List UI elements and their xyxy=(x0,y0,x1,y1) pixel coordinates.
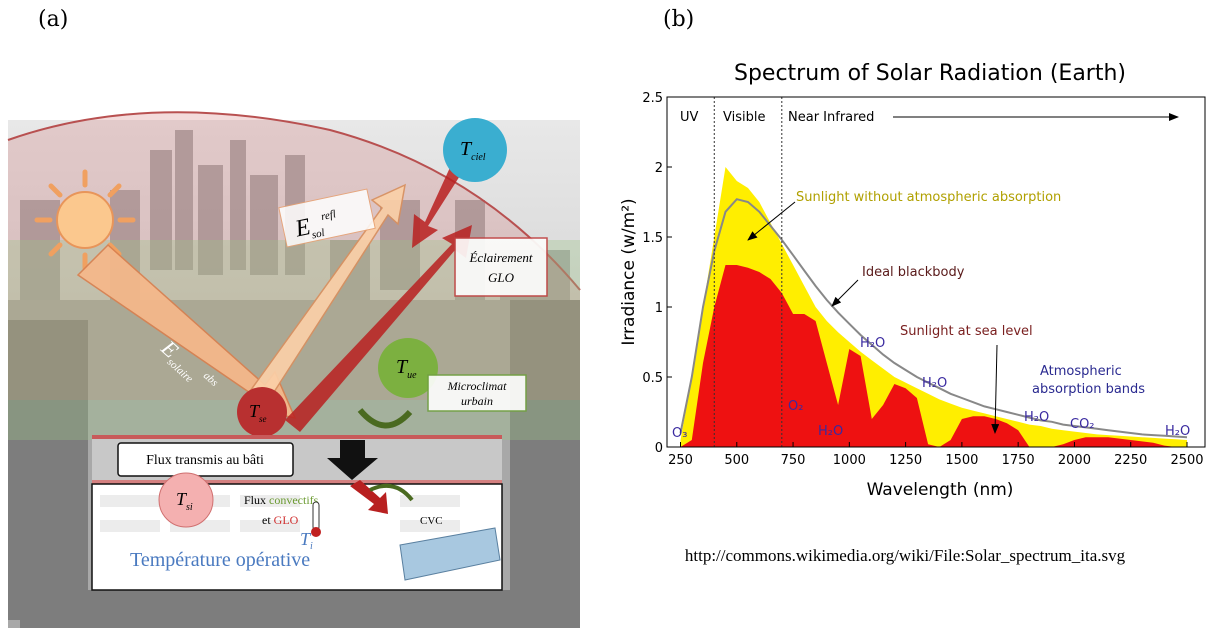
thermometer xyxy=(312,501,320,531)
y-tick-label: 2.5 xyxy=(642,91,663,106)
annotation: Near Infrared xyxy=(788,110,874,125)
x-axis-label: Wavelength (nm) xyxy=(867,480,1014,500)
plot-frame xyxy=(666,96,1206,448)
down-arrow xyxy=(327,440,378,480)
x-tick-label: 1750 xyxy=(1002,453,1035,468)
microclimat-line: urbain xyxy=(461,394,493,408)
absorption-label: H₂O xyxy=(860,336,885,351)
absorption-label: H₂O xyxy=(818,424,843,439)
source-link: http://commons.wikimedia.org/wiki/File:S… xyxy=(685,546,1126,565)
t-ue-node xyxy=(378,338,438,398)
t-se: Tse xyxy=(249,401,267,424)
absorption-label: O₃ xyxy=(672,426,687,441)
t-ciel-node xyxy=(443,118,507,182)
chart-title: Spectrum of Solar Radiation (Earth) xyxy=(734,61,1126,86)
panel-label: (a) xyxy=(38,7,68,32)
e-refl-box xyxy=(278,188,376,248)
x-tick-label: 1250 xyxy=(889,453,922,468)
y-tick-label: 0.5 xyxy=(642,371,663,386)
absorption-label: CO₂ xyxy=(1070,417,1095,432)
flux-transmis-box xyxy=(117,442,294,477)
eclairement-box xyxy=(454,237,548,297)
diagram: Tciel Tue Tse Esolrefl Éclairement GLO M… xyxy=(7,111,581,628)
x-tick-label: 250 xyxy=(668,453,693,468)
annotation: Ideal blackbody xyxy=(862,265,965,280)
y-tick-label: 1.5 xyxy=(642,231,663,246)
x-tick-label: 2000 xyxy=(1058,453,1091,468)
sun xyxy=(34,169,136,271)
temperature-operative: Température opérative xyxy=(130,549,310,571)
spectrum-line xyxy=(679,198,1188,439)
x-tick-label: 1000 xyxy=(833,453,866,468)
panel-label: (b) xyxy=(663,7,694,32)
convective-arrow xyxy=(350,480,388,514)
flux-transmis: Flux transmis au bâti xyxy=(146,453,264,468)
plot: 250 500 750 1000 1250 1500 1750 2000 2250 2500 0 0.… xyxy=(642,91,1206,468)
thermometer-bulb xyxy=(311,527,321,537)
eclairement-line: GLO xyxy=(488,270,515,285)
microclimat-box xyxy=(427,374,527,412)
cvc: CVC xyxy=(420,515,443,527)
glo-curve xyxy=(369,483,414,502)
annotation: Visible xyxy=(723,110,765,125)
convection-arrow xyxy=(357,408,413,429)
absorption-label: O₂ xyxy=(788,399,803,414)
x-tick-label: 750 xyxy=(781,453,806,468)
t-se-node xyxy=(237,387,287,437)
absorption-label: H₂O xyxy=(1024,410,1049,425)
y-tick-label: 0 xyxy=(655,441,663,456)
y-tick-label: 2 xyxy=(655,161,663,176)
sky-dome xyxy=(8,112,580,400)
x-tick-label: 500 xyxy=(724,453,749,468)
x-tick-label: 2500 xyxy=(1170,453,1203,468)
t-si-node xyxy=(158,472,214,528)
spectrum-area xyxy=(680,265,1187,447)
annotation: UV xyxy=(680,110,699,125)
y-axis-label: Irradiance (w/m²) xyxy=(619,198,639,345)
sky-dome-edge xyxy=(7,111,581,291)
absorption-label: H₂O xyxy=(922,376,947,391)
reflected-arrow xyxy=(239,183,406,422)
flux-convectifs: Flux convectifs xyxy=(244,493,319,507)
t-si: Tsi xyxy=(176,489,193,513)
annotation-arrow xyxy=(991,344,1000,434)
city-texture xyxy=(8,300,580,628)
eclairement-line: Éclairement xyxy=(468,250,532,265)
x-tick-label: 2250 xyxy=(1114,453,1147,468)
microclimat-line: Microclimat xyxy=(447,379,508,393)
t-i: Ti xyxy=(300,529,313,552)
annotation: Sunlight at sea level xyxy=(900,324,1033,339)
y-tick-label: 1 xyxy=(655,301,663,316)
annotation-arrow xyxy=(831,279,859,307)
annotation-arrow xyxy=(747,201,796,241)
e-refl: Esolrefl xyxy=(292,208,340,244)
glo-arrow-up xyxy=(285,225,472,432)
annotation: Sunlight without atmospheric absorption xyxy=(796,190,1061,205)
annotation: Atmospheric xyxy=(1040,364,1122,379)
t-ue: Tue xyxy=(396,356,417,381)
x-tick-label: 1500 xyxy=(945,453,978,468)
annotation: absorption bands xyxy=(1032,382,1145,397)
cvc-unit xyxy=(399,527,501,581)
t-ciel: Tciel xyxy=(460,138,486,163)
flux-convectifs: et GLO xyxy=(262,513,299,527)
absorption-label: H₂O xyxy=(1165,424,1190,439)
